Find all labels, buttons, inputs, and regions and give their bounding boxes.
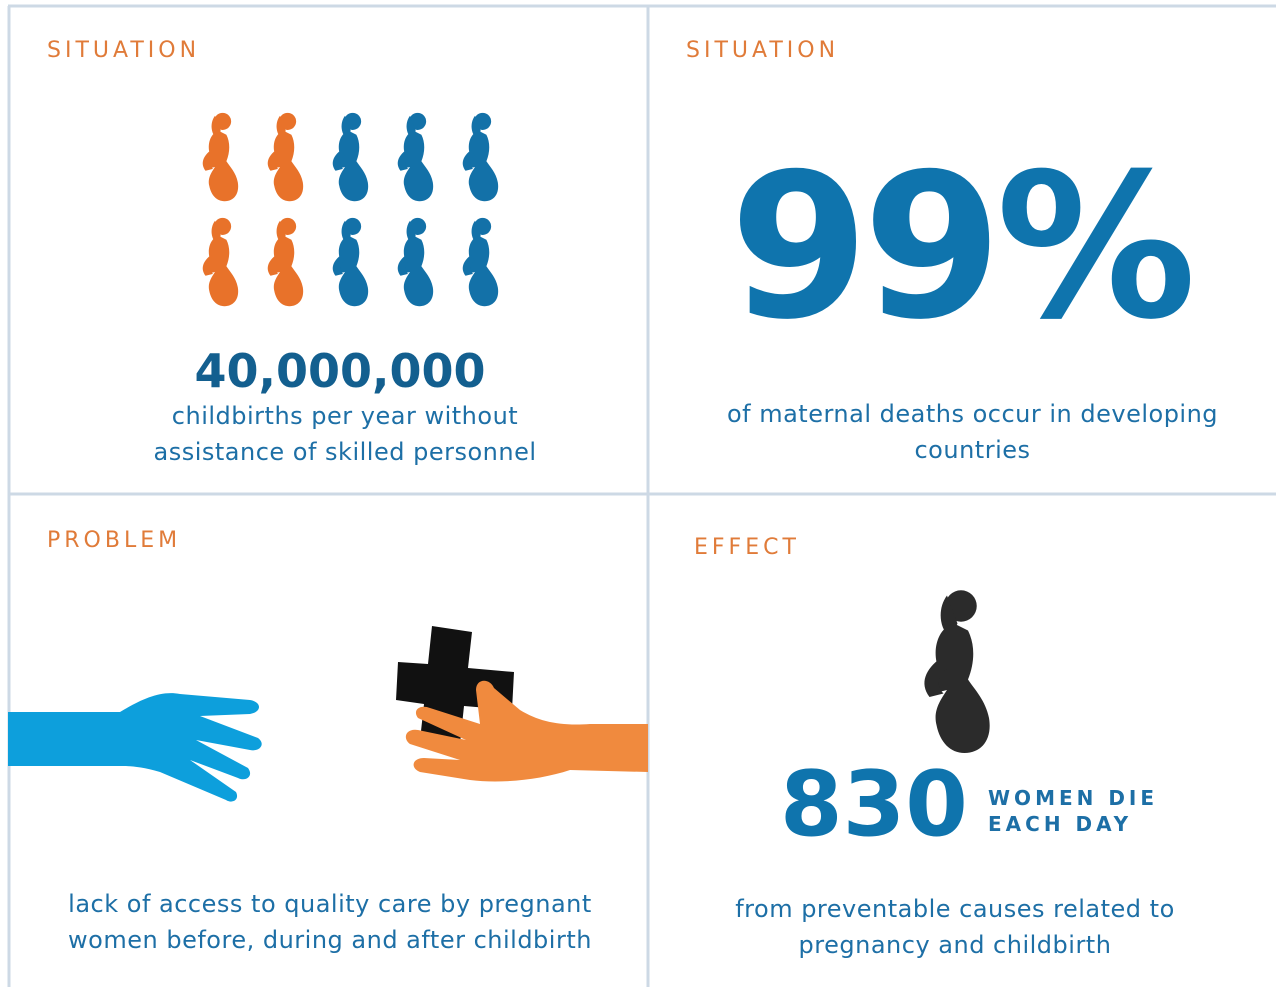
panel-text: of maternal deaths occur in developing c… bbox=[700, 396, 1245, 468]
pictogram bbox=[203, 113, 498, 306]
panel-text: childbirths per year without assistance … bbox=[125, 398, 565, 470]
panel-label: EFFECT bbox=[694, 535, 800, 560]
big-figure: 40,000,000 bbox=[140, 344, 540, 398]
panel-label: SITUATION bbox=[47, 38, 200, 63]
panel-label: SITUATION bbox=[686, 38, 839, 63]
panel-label: PROBLEM bbox=[47, 528, 181, 553]
figure-caption: WOMEN DIE EACH DAY bbox=[988, 785, 1178, 837]
big-figure: 830 bbox=[780, 750, 970, 860]
panel-text: lack of access to quality care by pregna… bbox=[35, 886, 625, 958]
silhouette bbox=[924, 590, 989, 753]
hands-illustration bbox=[8, 626, 648, 802]
page: SITUATION 40,000,000 childbirths per yea… bbox=[0, 0, 1276, 987]
panel-text: from preventable causes related to pregn… bbox=[705, 891, 1205, 963]
big-figure: 99% bbox=[700, 128, 1220, 368]
